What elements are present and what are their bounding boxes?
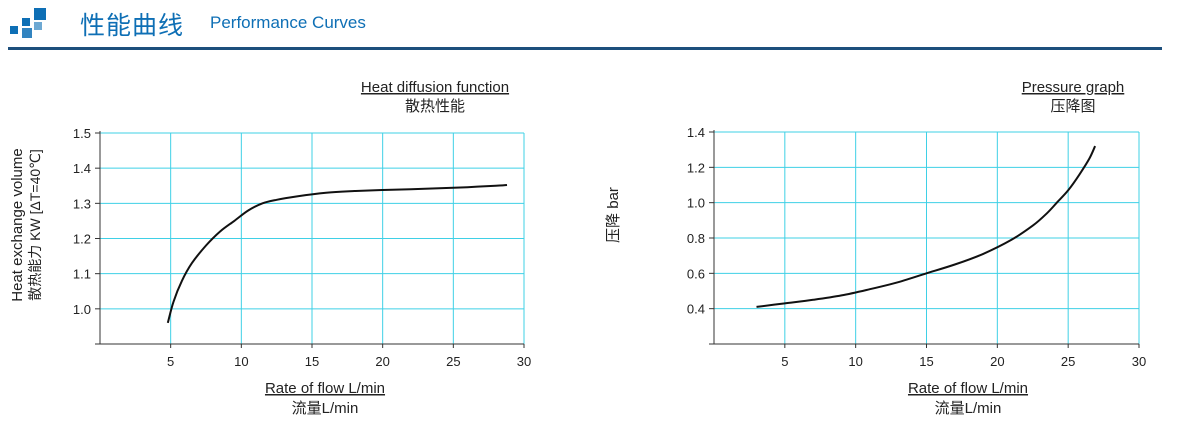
x-tick-label: 20 <box>990 354 1004 369</box>
page-title-en: Performance Curves <box>210 13 366 32</box>
x-tick-label: 25 <box>446 354 460 369</box>
y-tick-label: 1.2 <box>73 232 91 247</box>
y-tick-label: 1.0 <box>73 302 91 317</box>
x-tick-label: 30 <box>1132 354 1146 369</box>
page-header: 性能曲线 Performance Curves <box>0 0 1195 52</box>
page-title-cn: 性能曲线 <box>80 11 185 40</box>
x-tick-label: 25 <box>1061 354 1075 369</box>
y-tick-label: 1.5 <box>73 126 91 141</box>
chart-subtitle: 压降图 <box>1050 98 1095 115</box>
y-axis-label: 压降 bar <box>605 187 622 243</box>
header-divider <box>8 47 1162 50</box>
y-tick-label: 1.3 <box>73 196 91 211</box>
series-line <box>166 184 508 324</box>
x-axis-label: Rate of flow L/min <box>908 380 1028 397</box>
x-axis-label-cn: 流量L/min <box>935 400 1002 417</box>
y-tick-label: 1.4 <box>687 125 705 140</box>
x-tick-label: 10 <box>848 354 862 369</box>
y-tick-label: 0.8 <box>687 231 705 246</box>
y-tick-label: 0.4 <box>687 302 705 317</box>
y-tick-label: 1.4 <box>73 161 91 176</box>
chart-subtitle: 散热性能 <box>405 98 465 115</box>
y-tick-label: 1.2 <box>687 160 705 175</box>
squares-logo-icon <box>10 8 50 38</box>
y-tick-label: 1.0 <box>687 196 705 211</box>
y-tick-label: 1.1 <box>73 267 91 282</box>
y-axis-label-cn: 散热能力 KW [ΔT=40℃] <box>27 149 43 300</box>
x-tick-label: 20 <box>375 354 389 369</box>
chart-title: Pressure graph <box>1022 79 1125 96</box>
x-tick-label: 15 <box>305 354 319 369</box>
x-axis-label-cn: 流量L/min <box>292 400 359 417</box>
y-tick-label: 0.6 <box>687 266 705 281</box>
x-axis-label: Rate of flow L/min <box>265 380 385 397</box>
series-line <box>756 145 1097 308</box>
x-tick-label: 5 <box>781 354 788 369</box>
y-axis-label: Heat exchange volume <box>9 148 26 301</box>
x-tick-label: 10 <box>234 354 248 369</box>
x-tick-label: 30 <box>517 354 531 369</box>
chart-title: Heat diffusion function <box>361 79 509 96</box>
heat-diffusion-chart: 5 10 15 20 25 30 1.0 1.1 1.2 1.3 1.4 1.5 Heat diffus… <box>9 79 531 417</box>
x-tick-label: 5 <box>167 354 174 369</box>
x-tick-label: 15 <box>919 354 933 369</box>
